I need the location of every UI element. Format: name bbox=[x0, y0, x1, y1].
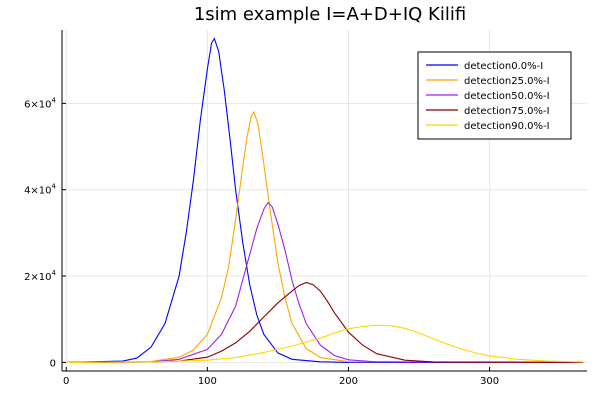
series-lines bbox=[67, 37, 583, 363]
tick-labels: 0 100 200 300 0 2×104 4×104 6×104 bbox=[24, 96, 499, 387]
series-line-detection25.0%-I bbox=[67, 110, 583, 363]
series-line-detection90.0%-I bbox=[67, 324, 583, 363]
y-tick-label: 4×104 bbox=[24, 183, 56, 197]
axes bbox=[61, 30, 587, 372]
legend-label: detection75.0%-I bbox=[464, 106, 550, 117]
legend-label: detection50.0%-I bbox=[464, 91, 550, 102]
legend-label: detection90.0%-I bbox=[464, 121, 550, 132]
y-tick-label: 0 bbox=[50, 358, 56, 369]
y-tick-label: 2×104 bbox=[24, 269, 56, 283]
chart-title: 1sim example I=A+D+IQ Kilifi bbox=[194, 4, 466, 25]
y-tick-label: 6×104 bbox=[24, 96, 56, 110]
series-line-detection75.0%-I bbox=[67, 281, 583, 363]
series-line-detection0.0%-I bbox=[67, 37, 583, 363]
legend: detection0.0%-I detection25.0%-I detection… bbox=[417, 51, 572, 140]
x-tick-label: 100 bbox=[198, 376, 217, 387]
x-tick-label: 300 bbox=[480, 376, 499, 387]
x-tick-label: 0 bbox=[63, 376, 69, 387]
x-tick-label: 200 bbox=[339, 376, 358, 387]
legend-label: detection0.0%-I bbox=[464, 61, 543, 72]
series-line-detection50.0%-I bbox=[67, 201, 583, 363]
legend-label: detection25.0%-I bbox=[464, 76, 550, 87]
